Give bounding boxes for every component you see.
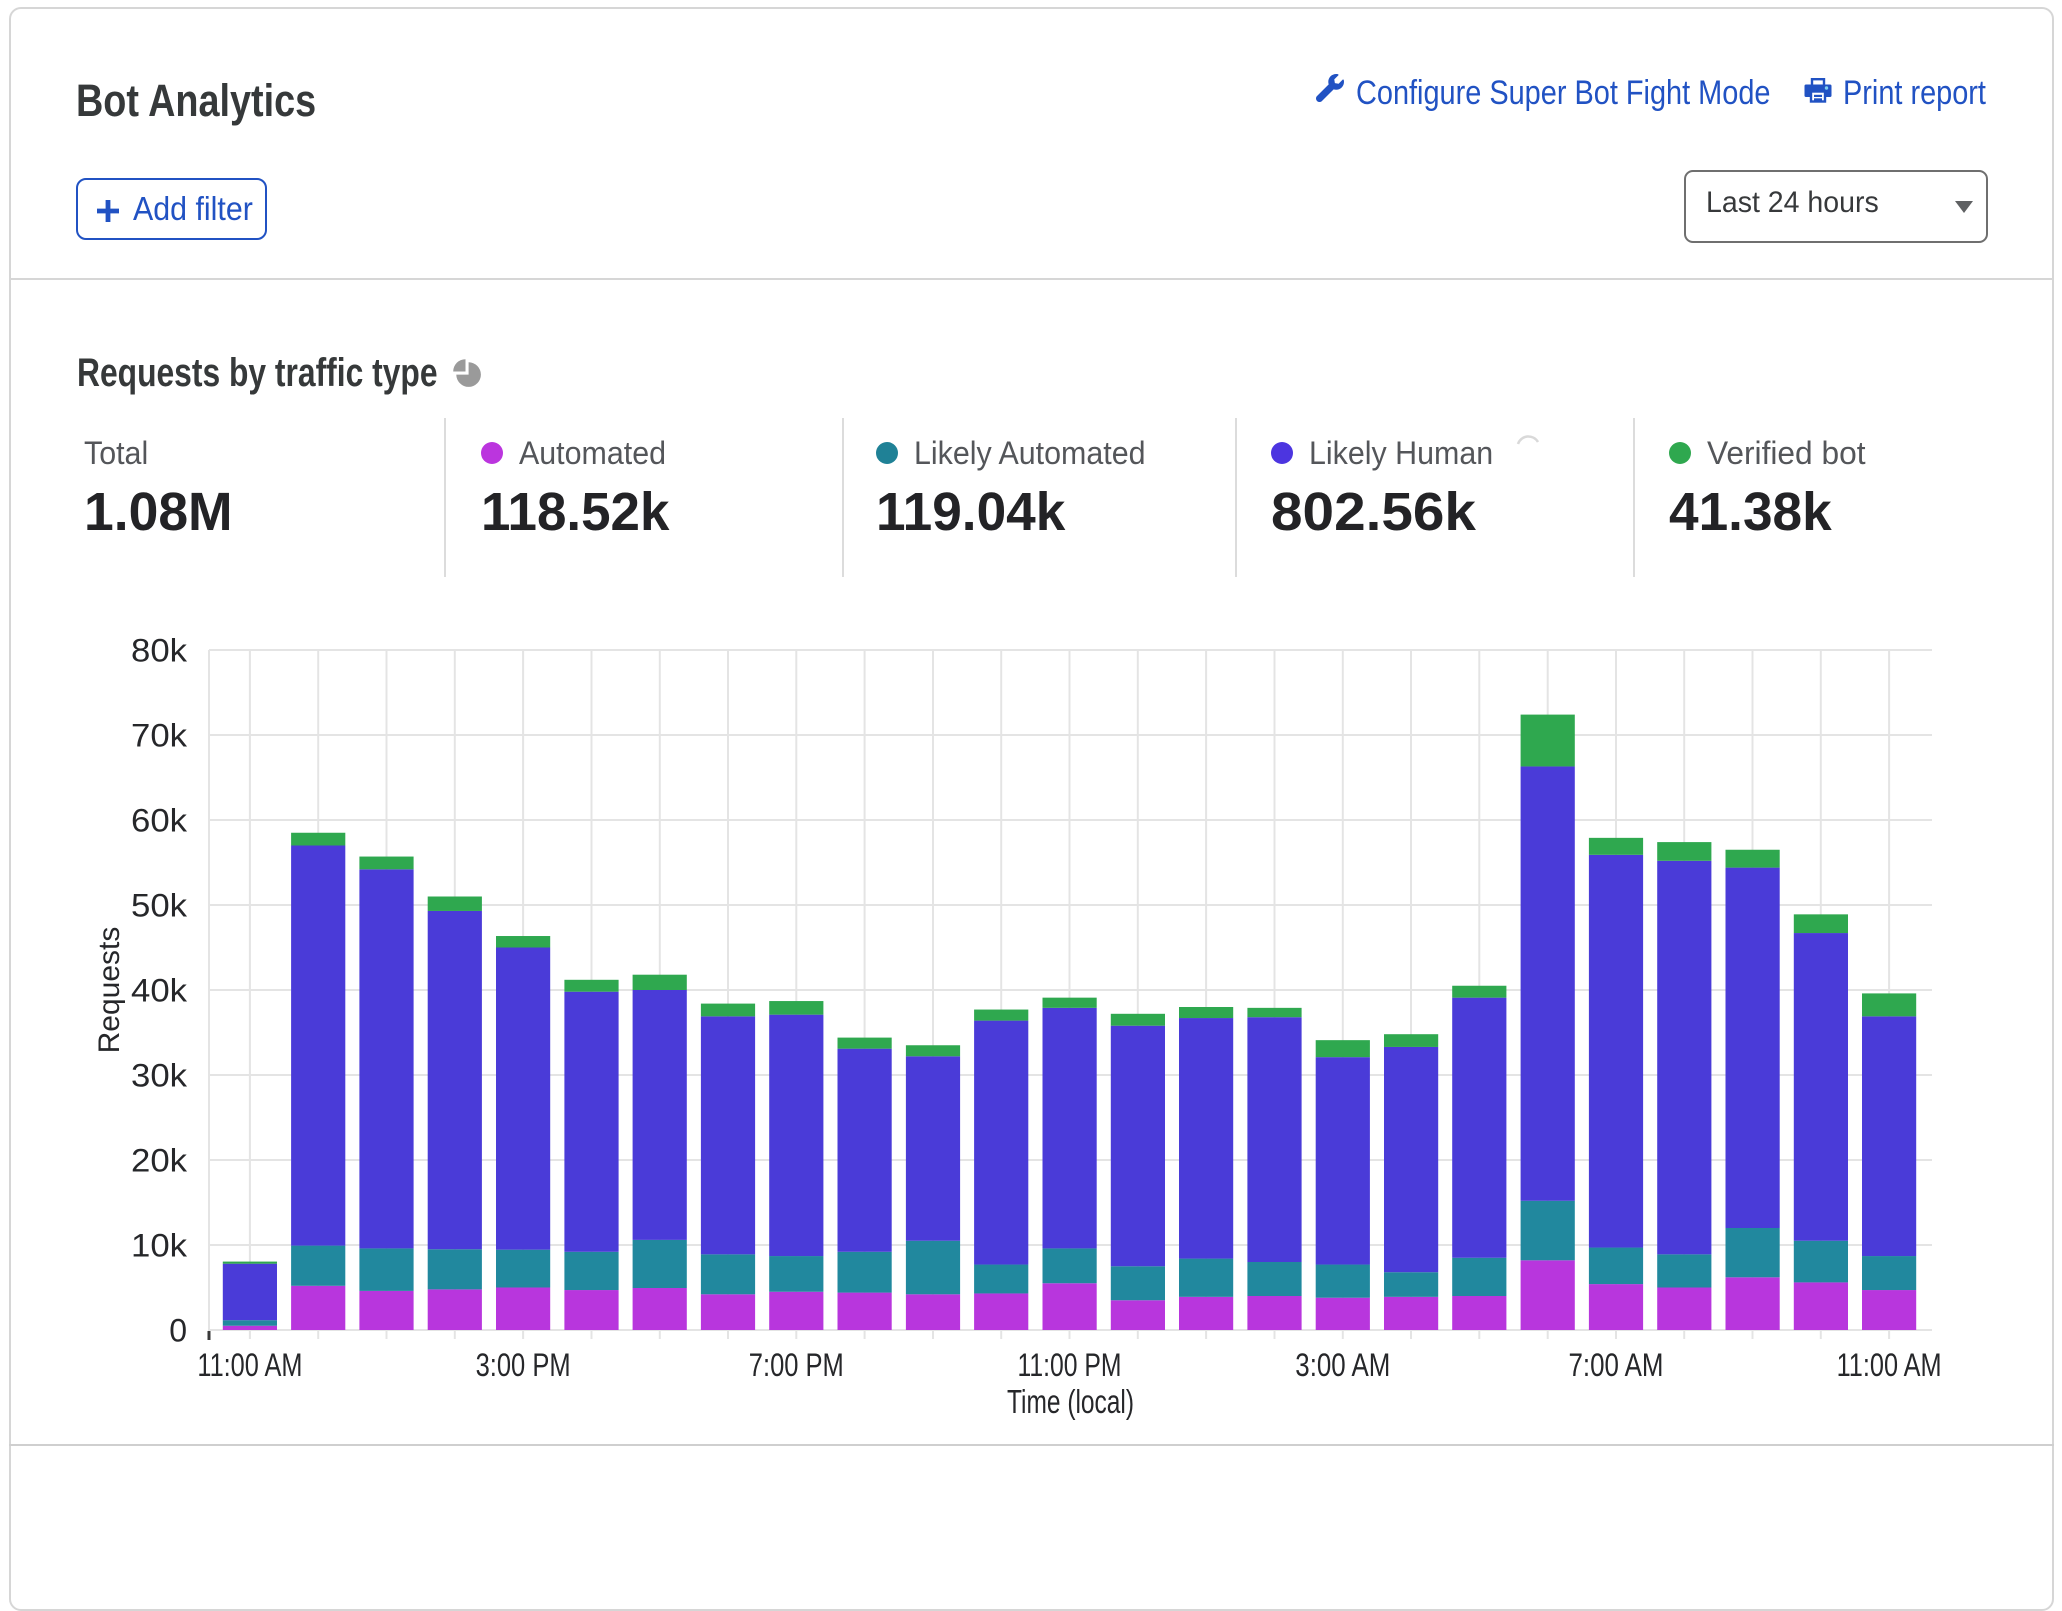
svg-text:11:00 AM: 11:00 AM	[197, 1347, 302, 1383]
svg-text:60k: 60k	[131, 803, 188, 839]
svg-text:11:00 AM: 11:00 AM	[1837, 1347, 1942, 1383]
svg-text:11:00 PM: 11:00 PM	[1018, 1347, 1122, 1383]
svg-text:10k: 10k	[131, 1228, 188, 1264]
svg-text:Time (local): Time (local)	[1007, 1383, 1134, 1420]
svg-text:20k: 20k	[131, 1143, 188, 1179]
svg-text:7:00 PM: 7:00 PM	[749, 1347, 844, 1383]
svg-text:0: 0	[169, 1313, 187, 1349]
svg-text:Requests: Requests	[93, 927, 126, 1054]
svg-text:70k: 70k	[131, 718, 188, 754]
svg-text:30k: 30k	[131, 1058, 188, 1094]
svg-text:50k: 50k	[131, 888, 188, 924]
svg-text:3:00 AM: 3:00 AM	[1295, 1347, 1390, 1383]
svg-text:80k: 80k	[131, 633, 188, 669]
svg-text:3:00 PM: 3:00 PM	[476, 1347, 571, 1383]
svg-text:40k: 40k	[131, 973, 188, 1009]
svg-text:7:00 AM: 7:00 AM	[1569, 1347, 1664, 1383]
